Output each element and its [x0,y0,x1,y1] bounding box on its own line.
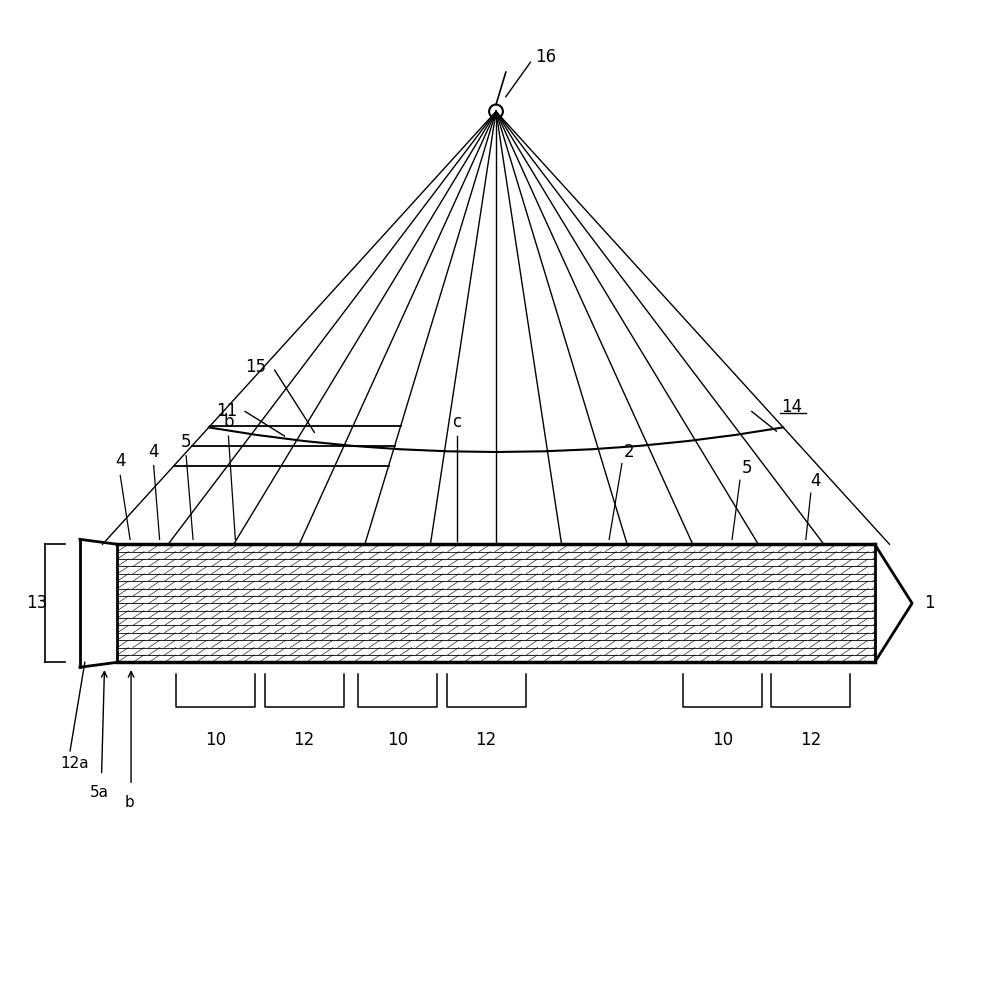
Text: 5: 5 [742,459,752,477]
Text: 10: 10 [711,731,733,749]
Text: 10: 10 [387,731,408,749]
Text: 2: 2 [624,443,634,461]
Text: 4: 4 [149,443,159,461]
Text: 1: 1 [924,594,934,612]
Text: 10: 10 [205,731,226,749]
Text: 5: 5 [181,433,191,451]
Text: 16: 16 [536,48,557,66]
Text: 5a: 5a [89,785,109,800]
Text: 12a: 12a [61,756,89,771]
Text: c: c [452,413,461,431]
Text: 4: 4 [115,452,126,470]
Text: 12: 12 [475,731,497,749]
Text: b: b [124,795,134,810]
Text: 11: 11 [215,402,237,420]
Text: 15: 15 [245,358,266,376]
Text: 12: 12 [294,731,314,749]
Text: 14: 14 [782,398,803,416]
Text: 13: 13 [26,594,47,612]
Text: 12: 12 [801,731,821,749]
Text: 4: 4 [810,472,821,490]
Text: b: b [223,413,234,431]
